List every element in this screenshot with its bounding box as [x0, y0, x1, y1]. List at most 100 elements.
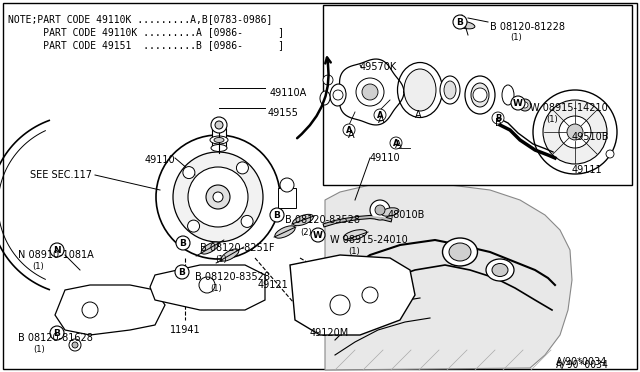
Text: B: B	[495, 118, 502, 128]
Circle shape	[72, 342, 78, 348]
Text: W: W	[313, 231, 323, 240]
Circle shape	[362, 287, 378, 303]
Ellipse shape	[404, 69, 436, 111]
Circle shape	[82, 302, 98, 318]
Ellipse shape	[471, 83, 489, 107]
Circle shape	[176, 236, 190, 250]
Circle shape	[241, 215, 253, 227]
Polygon shape	[325, 183, 572, 370]
Text: (1): (1)	[32, 262, 44, 271]
Text: B: B	[180, 239, 186, 248]
Text: A: A	[377, 111, 383, 120]
Polygon shape	[150, 265, 265, 310]
Circle shape	[236, 162, 248, 174]
Text: 49121: 49121	[258, 280, 289, 290]
Circle shape	[199, 277, 215, 293]
Text: A: A	[346, 126, 352, 135]
Circle shape	[370, 200, 390, 220]
Text: A: A	[378, 115, 385, 125]
Text: SEE SEC.117: SEE SEC.117	[30, 170, 92, 180]
Text: A: A	[395, 140, 402, 150]
Ellipse shape	[221, 249, 239, 261]
Circle shape	[543, 100, 607, 164]
Circle shape	[188, 167, 248, 227]
Text: N 08910-1081A: N 08910-1081A	[18, 250, 93, 260]
Polygon shape	[290, 255, 415, 335]
Text: W 08915-24010: W 08915-24010	[330, 235, 408, 245]
Text: (1): (1)	[348, 247, 360, 256]
Text: 11941: 11941	[170, 325, 200, 335]
Text: 49111: 49111	[572, 165, 603, 175]
Circle shape	[559, 116, 591, 148]
Circle shape	[323, 75, 333, 85]
Ellipse shape	[330, 84, 346, 106]
Circle shape	[156, 135, 280, 259]
Bar	[278, 188, 296, 208]
Text: (1): (1)	[215, 255, 227, 264]
Circle shape	[188, 220, 200, 232]
Circle shape	[511, 96, 525, 110]
Text: 49155: 49155	[268, 108, 299, 118]
Text: 49110A: 49110A	[270, 88, 307, 98]
Text: 49120M: 49120M	[310, 328, 349, 338]
Text: (2): (2)	[300, 228, 312, 237]
Text: B 08120-81628: B 08120-81628	[18, 333, 93, 343]
Ellipse shape	[292, 214, 314, 226]
Circle shape	[213, 192, 223, 202]
Ellipse shape	[210, 136, 228, 144]
Ellipse shape	[211, 144, 227, 151]
Text: 49110: 49110	[145, 155, 175, 165]
Ellipse shape	[465, 76, 495, 114]
Circle shape	[311, 228, 325, 242]
Circle shape	[606, 150, 614, 158]
Text: (1): (1)	[546, 115, 557, 124]
Text: B: B	[456, 18, 463, 27]
Circle shape	[50, 243, 64, 257]
Text: B 08120-81228: B 08120-81228	[490, 22, 565, 32]
Circle shape	[69, 339, 81, 351]
Ellipse shape	[201, 242, 219, 254]
Ellipse shape	[449, 243, 471, 261]
Circle shape	[270, 208, 284, 222]
Text: PART CODE 49151  .........B [0986-      ]: PART CODE 49151 .........B [0986- ]	[8, 40, 284, 50]
Circle shape	[330, 295, 350, 315]
Text: A/90*0034: A/90*0034	[556, 360, 609, 370]
Circle shape	[50, 326, 64, 340]
Text: B: B	[179, 268, 186, 277]
Text: A: A	[393, 139, 399, 148]
Text: 49510B: 49510B	[572, 132, 609, 142]
Circle shape	[173, 152, 263, 242]
Circle shape	[206, 185, 230, 209]
Text: A/90*0034: A/90*0034	[556, 357, 607, 367]
Circle shape	[211, 117, 227, 133]
Circle shape	[356, 78, 384, 106]
Text: A: A	[348, 130, 355, 140]
Ellipse shape	[502, 85, 514, 105]
Text: W 08915-14210: W 08915-14210	[530, 103, 608, 113]
Circle shape	[522, 102, 528, 108]
Ellipse shape	[492, 263, 508, 276]
Circle shape	[362, 84, 378, 100]
Circle shape	[374, 109, 386, 121]
Text: B: B	[54, 329, 60, 338]
Polygon shape	[55, 285, 165, 335]
Text: 49110: 49110	[370, 153, 401, 163]
Ellipse shape	[397, 62, 442, 118]
Circle shape	[567, 124, 583, 140]
Text: B: B	[495, 114, 501, 123]
Bar	[212, 128, 226, 148]
Ellipse shape	[214, 138, 224, 142]
Circle shape	[492, 112, 504, 124]
Text: A: A	[415, 110, 422, 120]
Ellipse shape	[440, 76, 460, 104]
Text: N: N	[53, 246, 61, 255]
Circle shape	[343, 124, 355, 136]
Text: B 08120-83528: B 08120-83528	[285, 215, 360, 225]
Text: NOTE;PART CODE 49110K .........A,B[0783-0986]: NOTE;PART CODE 49110K .........A,B[0783-…	[8, 14, 273, 24]
Ellipse shape	[455, 21, 475, 29]
Ellipse shape	[343, 230, 367, 240]
Ellipse shape	[486, 259, 514, 281]
Text: B 08120-8251F: B 08120-8251F	[200, 243, 275, 253]
Circle shape	[453, 15, 467, 29]
Text: PART CODE 49110K .........A [0986-      ]: PART CODE 49110K .........A [0986- ]	[8, 27, 284, 37]
